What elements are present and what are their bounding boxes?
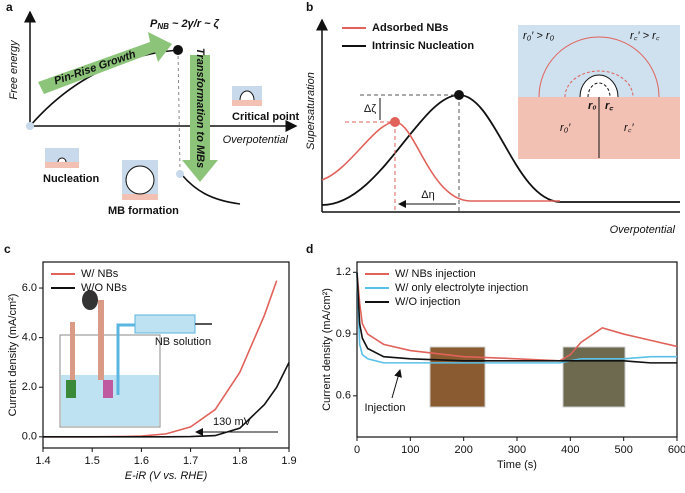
photos	[429, 346, 626, 408]
x-tick-label: 1.9	[281, 455, 296, 467]
plot-frame	[42, 261, 290, 449]
annotation: Δη	[421, 189, 434, 201]
annotation: NB solution	[155, 336, 211, 348]
icon	[45, 162, 79, 168]
series-line	[356, 272, 678, 362]
photo	[562, 346, 626, 408]
arrow-label: Pin-Rise Growth	[53, 48, 138, 87]
y-tick-label: 0.6	[336, 390, 351, 402]
point	[26, 122, 34, 130]
icon	[45, 148, 79, 162]
y-label: Supersaturation	[305, 72, 317, 150]
tube	[116, 323, 135, 395]
legend-label: W/O injection	[395, 296, 460, 308]
x-tick-label: 1.6	[134, 455, 149, 467]
curve	[181, 174, 241, 205]
arrow-label: Transformation to MBs	[194, 48, 206, 168]
electrode	[82, 290, 98, 310]
panel-letter: d	[306, 242, 313, 256]
legend-label: Adsorbed NBs	[372, 22, 448, 34]
electrode	[98, 300, 104, 380]
dashed-line	[177, 49, 181, 173]
panel-letter: b	[306, 0, 313, 14]
legend-label: Intrinsic Nucleation	[372, 40, 474, 52]
icon	[232, 100, 262, 106]
inset-shape	[564, 70, 634, 98]
panel-letter: c	[4, 242, 11, 256]
x-tick-label: 600	[668, 444, 685, 456]
y-label: Free energy	[8, 39, 20, 100]
y-tick-label: 4.0	[22, 332, 37, 344]
point	[390, 117, 400, 127]
annotation: Injection	[365, 402, 406, 414]
arrow	[182, 55, 218, 182]
icon	[57, 157, 67, 163]
formula: PNB ~ 2γ/r ~ ζ	[150, 18, 220, 31]
x-label: Overpotential	[223, 134, 289, 146]
legend-label: W/ NBs injection	[395, 268, 476, 280]
panel-letter: a	[6, 0, 13, 14]
electrode	[66, 380, 76, 398]
annotation: 130 mV	[213, 416, 252, 428]
series-line	[356, 272, 677, 364]
x-tick-label: 200	[454, 444, 472, 456]
icon	[122, 194, 158, 200]
x-label: Time (s)	[497, 459, 537, 471]
x-tick-label: 1.7	[183, 455, 198, 467]
point	[173, 45, 183, 55]
icon	[125, 165, 155, 195]
inset-label: r꜀	[605, 100, 614, 112]
y-tick-label: 6.0	[22, 282, 37, 294]
point	[176, 170, 184, 178]
y-label: Current density (mA/cm²)	[321, 288, 333, 411]
icon	[239, 90, 255, 101]
illustration	[59, 290, 212, 428]
label: Critical point	[232, 111, 300, 123]
annotation: Δζ	[364, 103, 376, 115]
point	[454, 90, 464, 100]
series-line	[43, 362, 290, 438]
series-line	[356, 272, 677, 364]
legend-label: W/ only electrolyte injection	[395, 282, 528, 294]
x-tick-label: 500	[614, 444, 632, 456]
inset-shape	[587, 82, 611, 98]
x-tick-label: 1.8	[232, 455, 247, 467]
arrow	[391, 369, 402, 399]
x-tick-label: 1.5	[85, 455, 100, 467]
x-tick-label: 0	[354, 444, 360, 456]
legend-label: W/ NBs	[81, 268, 119, 280]
x-tick-label: 1.4	[35, 455, 50, 467]
x-label: E-iR (V vs. RHE)	[125, 470, 208, 482]
inset-shape	[579, 74, 619, 98]
inset-shape	[538, 36, 660, 98]
inset-label: r₀′ > r₀	[523, 30, 555, 42]
y-tick-label: 1.2	[336, 266, 351, 278]
syringe	[134, 314, 196, 334]
x-label: Overpotential	[610, 224, 676, 236]
x-tick-label: 100	[401, 444, 419, 456]
legend-label: W/O NBs	[81, 282, 127, 294]
y-tick-label: 0.0	[22, 431, 37, 443]
y-tick-label: 2.0	[22, 381, 37, 393]
panel-b: b Supersaturation Overpotential Δζ Δη Ad…	[305, 0, 680, 236]
electrode	[70, 322, 75, 380]
y-tick-label: 0.9	[336, 328, 351, 340]
label: Nucleation	[43, 173, 100, 185]
y-label: Current density (mA/cm²)	[7, 294, 19, 417]
x-tick-label: 300	[508, 444, 526, 456]
inset-label: r₀	[588, 100, 597, 112]
inset-label: r꜀′ > r꜀	[630, 30, 660, 42]
x-tick-label: 400	[561, 444, 579, 456]
panel-a: a Free energy Overpotential Pin-Rise Gro…	[6, 0, 300, 217]
inset-label: r꜀′	[624, 122, 634, 134]
inset-label: r₀′	[560, 122, 571, 134]
arrow	[38, 32, 172, 94]
label: MB formation	[108, 205, 179, 217]
electrode	[103, 380, 113, 398]
